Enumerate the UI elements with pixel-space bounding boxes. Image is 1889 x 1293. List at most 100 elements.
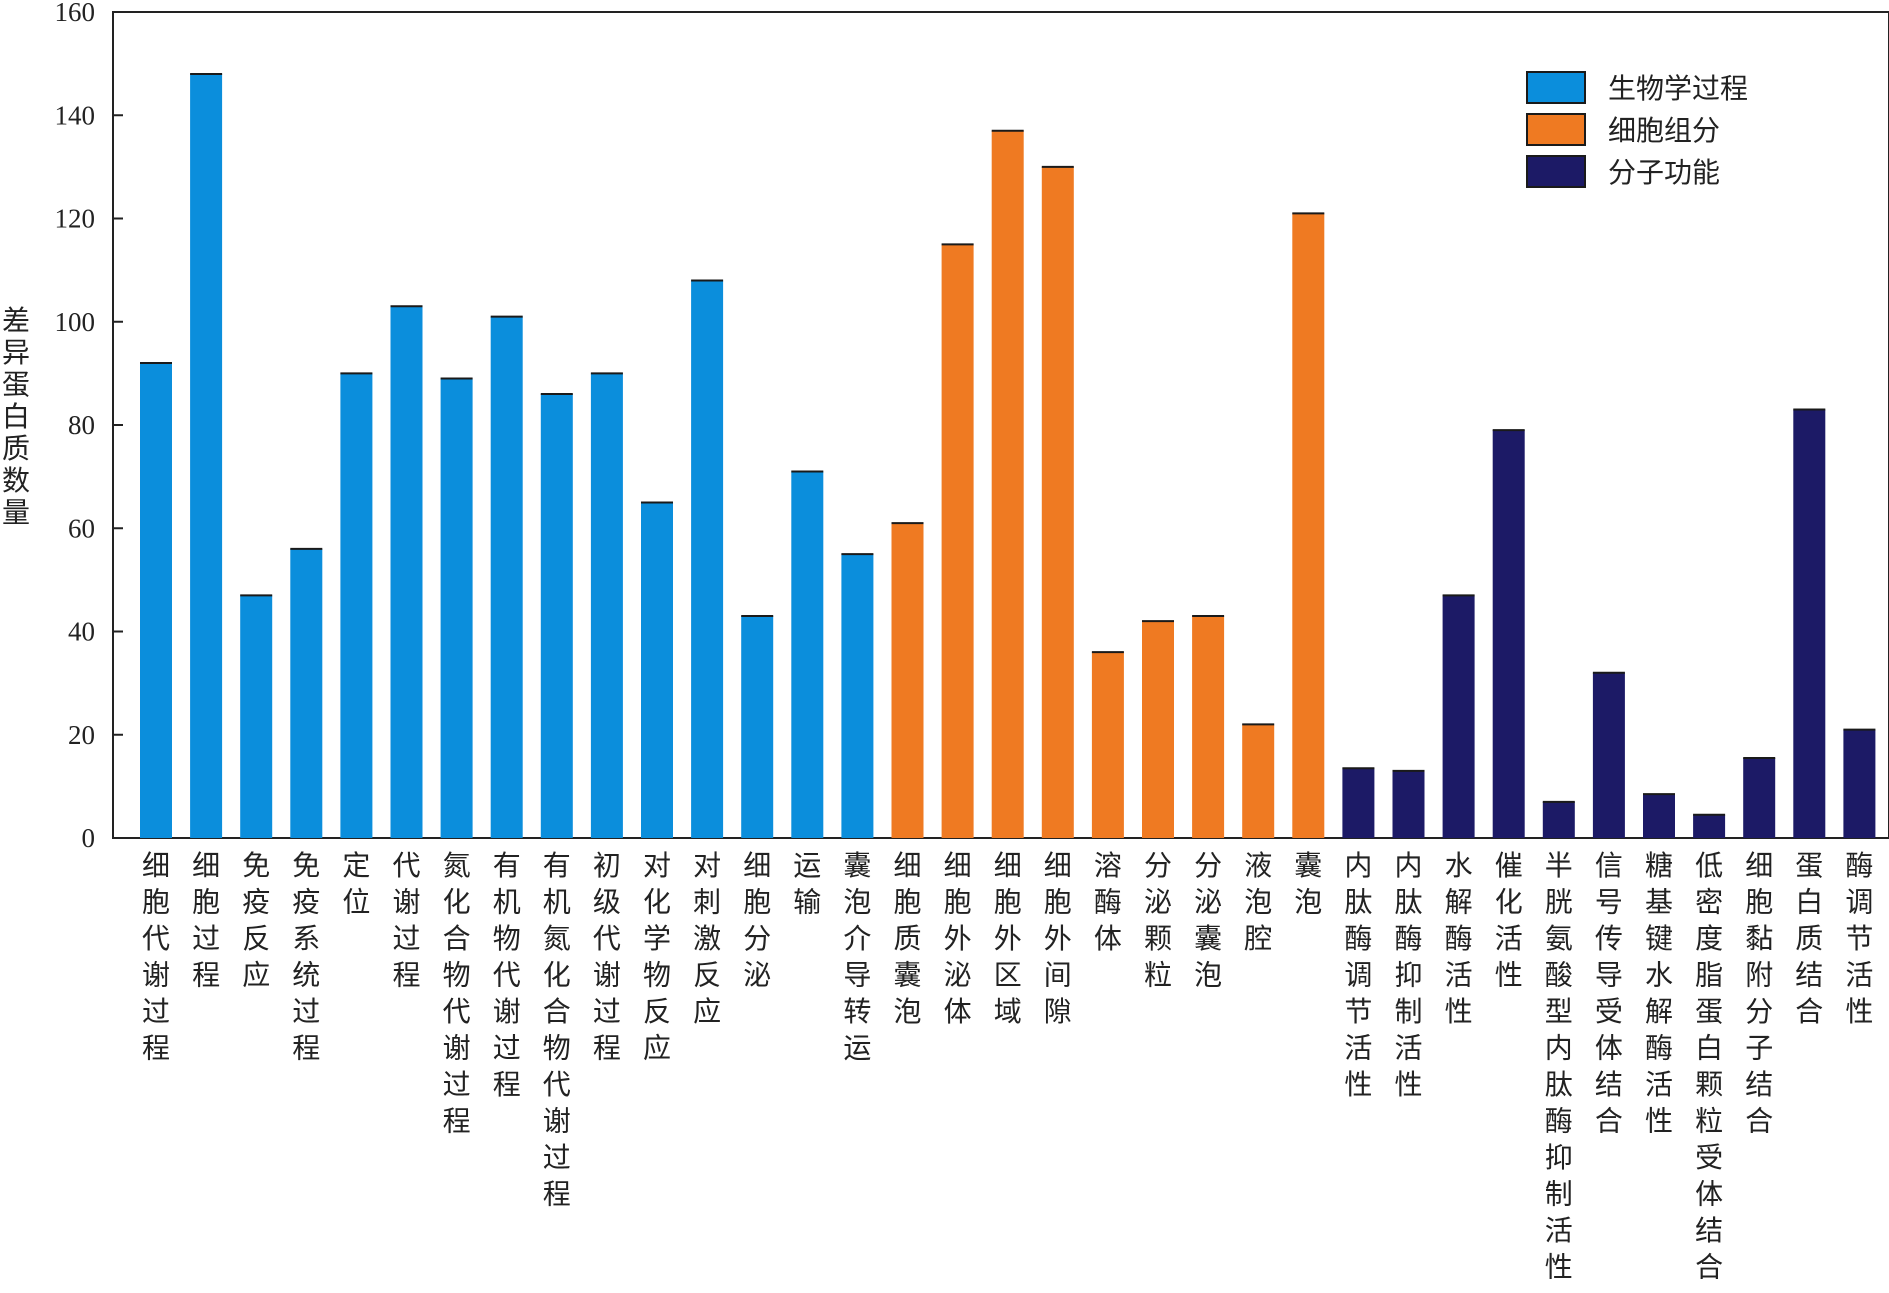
x-category-char: 间 (1044, 959, 1072, 992)
bar (1392, 770, 1425, 838)
bar (891, 523, 924, 838)
x-category-char: 胞 (1745, 886, 1773, 919)
x-category-char: 细 (192, 849, 220, 882)
x-category-char: 胞 (192, 886, 220, 919)
x-category-char: 附 (1745, 959, 1773, 992)
x-category-char: 白 (1795, 886, 1823, 919)
x-category-char: 物 (643, 959, 671, 992)
x-category-char: 外 (944, 922, 972, 955)
y-axis-title-char: 质 (2, 432, 30, 465)
x-category-char: 有 (543, 849, 571, 882)
x-category-char: 半 (1545, 849, 1573, 882)
x-category-char: 合 (1745, 1105, 1773, 1138)
x-category-char: 介 (843, 922, 871, 955)
x-category-char: 白 (1695, 1032, 1723, 1065)
x-category-char: 受 (1595, 995, 1623, 1028)
x-category-char: 颗 (1144, 922, 1172, 955)
x-category-char: 活 (1645, 1068, 1673, 1101)
x-category-char: 囊 (1294, 849, 1322, 882)
x-category-char: 型 (1545, 995, 1573, 1028)
y-axis-title-char: 蛋 (2, 368, 30, 401)
bar (1542, 801, 1575, 838)
x-category-char: 性 (1545, 1251, 1573, 1284)
x-category-char: 机 (543, 886, 571, 919)
bar (490, 316, 523, 838)
x-category-char: 过 (443, 1068, 471, 1101)
legend-label: 生物学过程 (1608, 72, 1748, 105)
y-tick-label: 60 (68, 513, 95, 543)
bar (590, 373, 623, 838)
x-category-label: 液泡腔 (1244, 849, 1272, 955)
x-category-char: 黏 (1745, 922, 1773, 955)
bar (540, 394, 573, 838)
x-category-char: 囊 (893, 959, 921, 992)
x-category-char: 体 (944, 995, 972, 1028)
x-category-char: 细 (1745, 849, 1773, 882)
x-category-char: 免 (292, 849, 320, 882)
x-category-char: 酶 (1845, 849, 1873, 882)
x-category-char: 泌 (1194, 886, 1222, 919)
x-category-char: 刺 (693, 886, 721, 919)
x-category-char: 谢 (493, 995, 521, 1028)
x-category-char: 泡 (843, 886, 871, 919)
x-category-char: 囊 (1194, 922, 1222, 955)
x-category-char: 位 (342, 886, 370, 919)
x-category-char: 代 (543, 1068, 571, 1101)
x-category-char: 囊 (843, 849, 871, 882)
x-category-char: 号 (1595, 886, 1623, 919)
x-category-char: 泡 (893, 995, 921, 1028)
x-category-char: 酶 (1645, 1032, 1673, 1065)
bar (140, 363, 172, 838)
bar (1041, 166, 1074, 838)
x-category-char: 性 (1845, 995, 1873, 1028)
bar (1192, 616, 1225, 838)
y-tick-label: 120 (55, 204, 96, 234)
x-category-char: 系 (292, 922, 320, 955)
x-category-char: 初 (593, 849, 621, 882)
x-category-char: 物 (493, 922, 521, 955)
x-category-char: 脂 (1695, 959, 1723, 992)
y-axis-title-char: 异 (2, 336, 30, 369)
x-category-char: 定 (342, 849, 370, 882)
bar (841, 554, 874, 838)
x-category-char: 性 (1495, 959, 1523, 992)
x-category-char: 键 (1645, 922, 1673, 955)
y-tick-label: 20 (68, 720, 95, 750)
x-category-char: 受 (1695, 1141, 1723, 1174)
y-axis-title-char: 白 (2, 400, 30, 433)
x-category-char: 胞 (1044, 886, 1072, 919)
x-category-char: 解 (1445, 886, 1473, 919)
x-category-char: 机 (493, 886, 521, 919)
x-category-char: 程 (543, 1178, 571, 1211)
x-category-char: 合 (1595, 1105, 1623, 1138)
bar (941, 244, 974, 838)
x-category-char: 应 (643, 1032, 671, 1065)
x-category-char: 细 (142, 849, 170, 882)
bar (390, 306, 423, 838)
legend-label: 细胞组分 (1608, 114, 1720, 147)
x-category-char: 细 (1044, 849, 1072, 882)
x-category-char: 酶 (1094, 886, 1122, 919)
x-category-char: 运 (843, 1032, 871, 1065)
x-category-char: 内 (1344, 849, 1372, 882)
x-category-char: 反 (693, 959, 721, 992)
x-category-char: 程 (292, 1032, 320, 1065)
x-category-label: 囊泡 (1294, 849, 1322, 919)
x-category-char: 程 (192, 959, 220, 992)
x-category-label: 运输 (793, 849, 821, 919)
x-category-char: 结 (1745, 1068, 1773, 1101)
